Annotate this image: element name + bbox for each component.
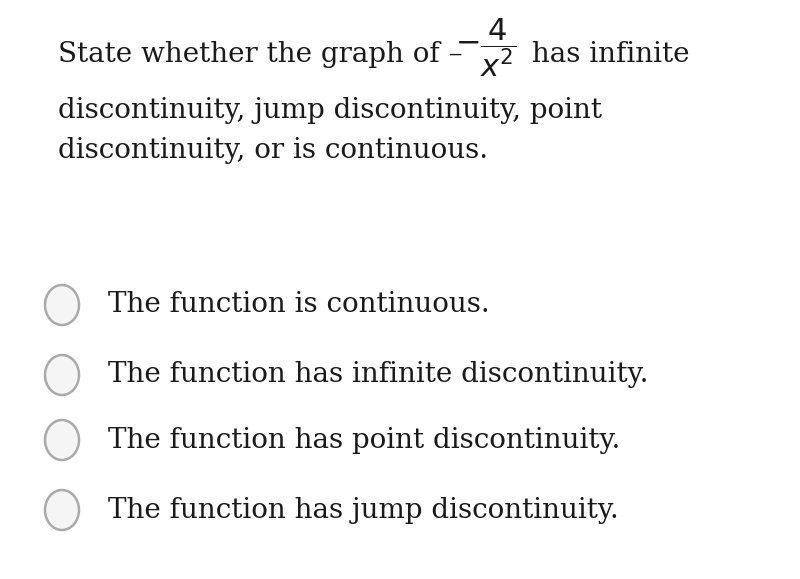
- Text: discontinuity, or is continuous.: discontinuity, or is continuous.: [58, 137, 488, 163]
- Text: has infinite: has infinite: [523, 42, 690, 68]
- Text: discontinuity, jump discontinuity, point: discontinuity, jump discontinuity, point: [58, 97, 602, 123]
- Ellipse shape: [45, 490, 79, 530]
- Text: The function has point discontinuity.: The function has point discontinuity.: [108, 427, 620, 453]
- Text: $\mathdefault{-}\dfrac{4}{x^2}$: $\mathdefault{-}\dfrac{4}{x^2}$: [455, 17, 517, 79]
- Ellipse shape: [45, 355, 79, 395]
- Text: The function has jump discontinuity.: The function has jump discontinuity.: [108, 497, 618, 523]
- Text: The function is continuous.: The function is continuous.: [108, 291, 490, 318]
- Ellipse shape: [45, 285, 79, 325]
- Text: The function has infinite discontinuity.: The function has infinite discontinuity.: [108, 361, 649, 389]
- Ellipse shape: [45, 420, 79, 460]
- Text: State whether the graph of –: State whether the graph of –: [58, 42, 471, 68]
